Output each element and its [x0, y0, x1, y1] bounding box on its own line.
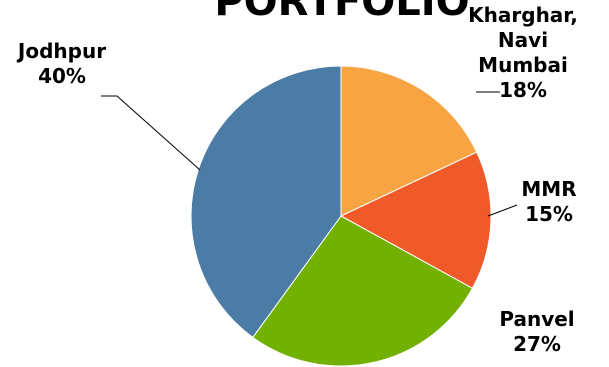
- data-label: Panvel 27%: [499, 307, 574, 356]
- data-labels: Kharghar, Navi Mumbai 18% MMR 15% Panvel 27% Jod…: [16, 3, 578, 356]
- leader-line: [101, 95, 201, 171]
- pie-slice-mmr: [339, 151, 492, 289]
- chart-title: PORTFOLIO: [214, 0, 469, 25]
- data-label-line: 18%: [499, 78, 547, 102]
- data-label-line: 27%: [513, 332, 561, 356]
- data-label: Kharghar, Navi Mumbai 18%: [468, 3, 578, 102]
- leader-lines: [101, 91, 518, 217]
- data-label-line: Jodhpur: [16, 39, 106, 63]
- pie-slice-panvel: [252, 215, 474, 367]
- data-label-line: 40%: [38, 64, 86, 88]
- pie-slice-kharghar-navi-mumbai: [340, 65, 478, 217]
- data-label: MMR 15%: [521, 177, 576, 226]
- data-label-line: 15%: [525, 202, 573, 226]
- data-label-line: Panvel: [499, 307, 574, 331]
- data-label-line: Navi: [498, 28, 548, 52]
- data-label: Jodhpur 40%: [16, 39, 106, 88]
- data-label-line: Kharghar,: [468, 3, 578, 27]
- data-label-line: Mumbai: [478, 53, 568, 77]
- pie-slices: [190, 65, 492, 367]
- pie-slice-jodhpur: [190, 65, 342, 339]
- leader-line: [487, 204, 518, 217]
- data-label-line: MMR: [521, 177, 576, 201]
